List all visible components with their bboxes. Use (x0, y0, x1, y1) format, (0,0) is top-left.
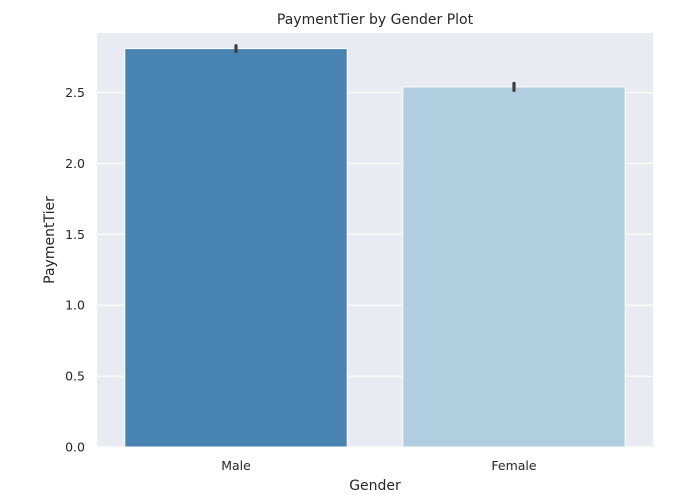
chart-title: PaymentTier by Gender Plot (277, 12, 474, 28)
bar-female (402, 86, 626, 448)
y-tick-label: 2.0 (65, 156, 85, 171)
bars (124, 48, 626, 448)
x-tick-label: Female (491, 458, 537, 473)
x-axis-label: Gender (349, 478, 401, 494)
y-tick-label: 0.0 (65, 440, 85, 455)
x-ticks: Male Female (221, 458, 537, 473)
y-tick-label: 0.5 (65, 369, 85, 384)
y-tick-label: 2.5 (65, 85, 85, 100)
y-axis-label: PaymentTier (42, 196, 58, 284)
y-tick-label: 1.5 (65, 227, 85, 242)
bar-male (124, 48, 348, 448)
y-tick-label: 1.0 (65, 298, 85, 313)
error-bars (234, 44, 516, 93)
x-tick-label: Male (221, 458, 251, 473)
y-ticks: 0.0 0.5 1.0 1.5 2.0 2.5 (65, 85, 85, 454)
